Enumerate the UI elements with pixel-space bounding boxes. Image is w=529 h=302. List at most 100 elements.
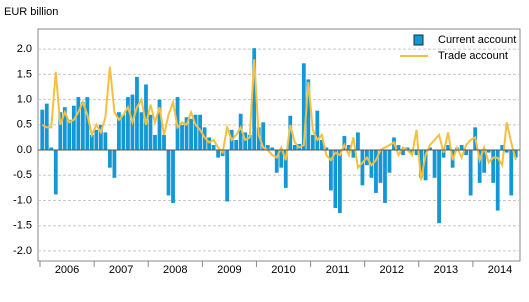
x-tick-label: 2008	[163, 264, 187, 276]
bar	[464, 150, 469, 156]
bar	[153, 134, 157, 151]
bar	[103, 132, 108, 151]
bar	[405, 147, 410, 151]
bar	[414, 150, 419, 156]
bar	[198, 114, 202, 151]
bar	[500, 145, 505, 151]
bar	[211, 145, 216, 151]
bar	[468, 150, 473, 196]
y-tick-label: -1.0	[13, 194, 32, 206]
bar	[432, 150, 437, 178]
bar	[53, 150, 58, 195]
bar	[477, 150, 482, 183]
bar	[491, 150, 496, 183]
bar	[482, 150, 487, 173]
bar	[319, 139, 324, 151]
bar	[270, 147, 275, 151]
bar	[288, 115, 293, 151]
bar	[108, 150, 112, 168]
bar	[117, 112, 121, 151]
bar	[315, 110, 320, 151]
bar	[67, 119, 72, 151]
bar	[301, 63, 306, 151]
bar	[144, 84, 148, 151]
bar	[62, 107, 67, 151]
bar	[356, 132, 360, 151]
bar	[207, 137, 211, 151]
bar	[419, 150, 423, 178]
bar	[333, 150, 338, 209]
y-tick-label: 2.0	[17, 43, 32, 55]
bar	[49, 147, 54, 151]
bar	[378, 150, 383, 183]
bar	[238, 113, 243, 151]
bar	[495, 150, 500, 211]
bar	[58, 112, 63, 151]
bar	[351, 150, 356, 158]
bar	[112, 150, 117, 178]
bar	[337, 150, 342, 214]
line	[41, 59, 517, 181]
bar	[509, 150, 514, 196]
x-tick-label: 2011	[326, 264, 350, 276]
bar	[261, 122, 266, 151]
bar	[171, 150, 175, 203]
x-tick-label: 2014	[488, 264, 512, 276]
bar	[274, 150, 279, 173]
legend-swatch	[413, 34, 424, 46]
y-tick-label: 1.0	[17, 94, 32, 106]
bar	[71, 105, 76, 151]
bar	[243, 132, 248, 151]
plot-frame	[37, 28, 521, 262]
bar	[98, 124, 103, 151]
x-tick-label: 2013	[434, 264, 458, 276]
bar	[279, 150, 284, 168]
bar	[189, 118, 193, 151]
bar	[94, 129, 99, 151]
bar	[225, 150, 230, 202]
bar	[383, 150, 387, 203]
bar	[121, 114, 126, 151]
bar	[252, 48, 257, 151]
bar	[126, 97, 130, 151]
x-tick-label: 2010	[271, 264, 295, 276]
bar	[310, 134, 315, 151]
bar	[162, 134, 166, 151]
bar	[437, 150, 441, 224]
bar	[374, 150, 378, 193]
bar	[157, 99, 162, 151]
bar	[292, 145, 297, 151]
bar	[513, 150, 518, 158]
legend-label: Current account	[438, 34, 516, 46]
bar	[283, 150, 288, 188]
bar	[76, 97, 81, 151]
y-tick-label: 0.0	[17, 144, 32, 156]
bar	[423, 150, 428, 181]
bar	[446, 145, 450, 151]
bar	[135, 76, 139, 151]
y-tick-label: -0.5	[13, 169, 32, 181]
bar	[166, 150, 171, 196]
bar	[486, 150, 491, 153]
bar	[234, 139, 239, 151]
bar	[347, 145, 351, 151]
bar	[387, 150, 392, 173]
x-tick-label: 2012	[379, 264, 403, 276]
bar	[265, 145, 270, 151]
bar	[459, 145, 464, 151]
bar	[256, 127, 261, 151]
bar	[396, 145, 401, 151]
x-tick-label: 2006	[55, 264, 79, 276]
y-tick-label: -2.0	[13, 245, 32, 257]
bar	[80, 102, 85, 151]
bar	[40, 109, 45, 151]
bar	[184, 117, 189, 151]
bar	[139, 112, 144, 151]
bar	[193, 114, 198, 151]
bar	[89, 134, 94, 151]
bar	[180, 124, 184, 151]
bar	[504, 150, 509, 153]
y-axis-label: EUR billion	[4, 6, 58, 18]
bar	[306, 79, 311, 151]
